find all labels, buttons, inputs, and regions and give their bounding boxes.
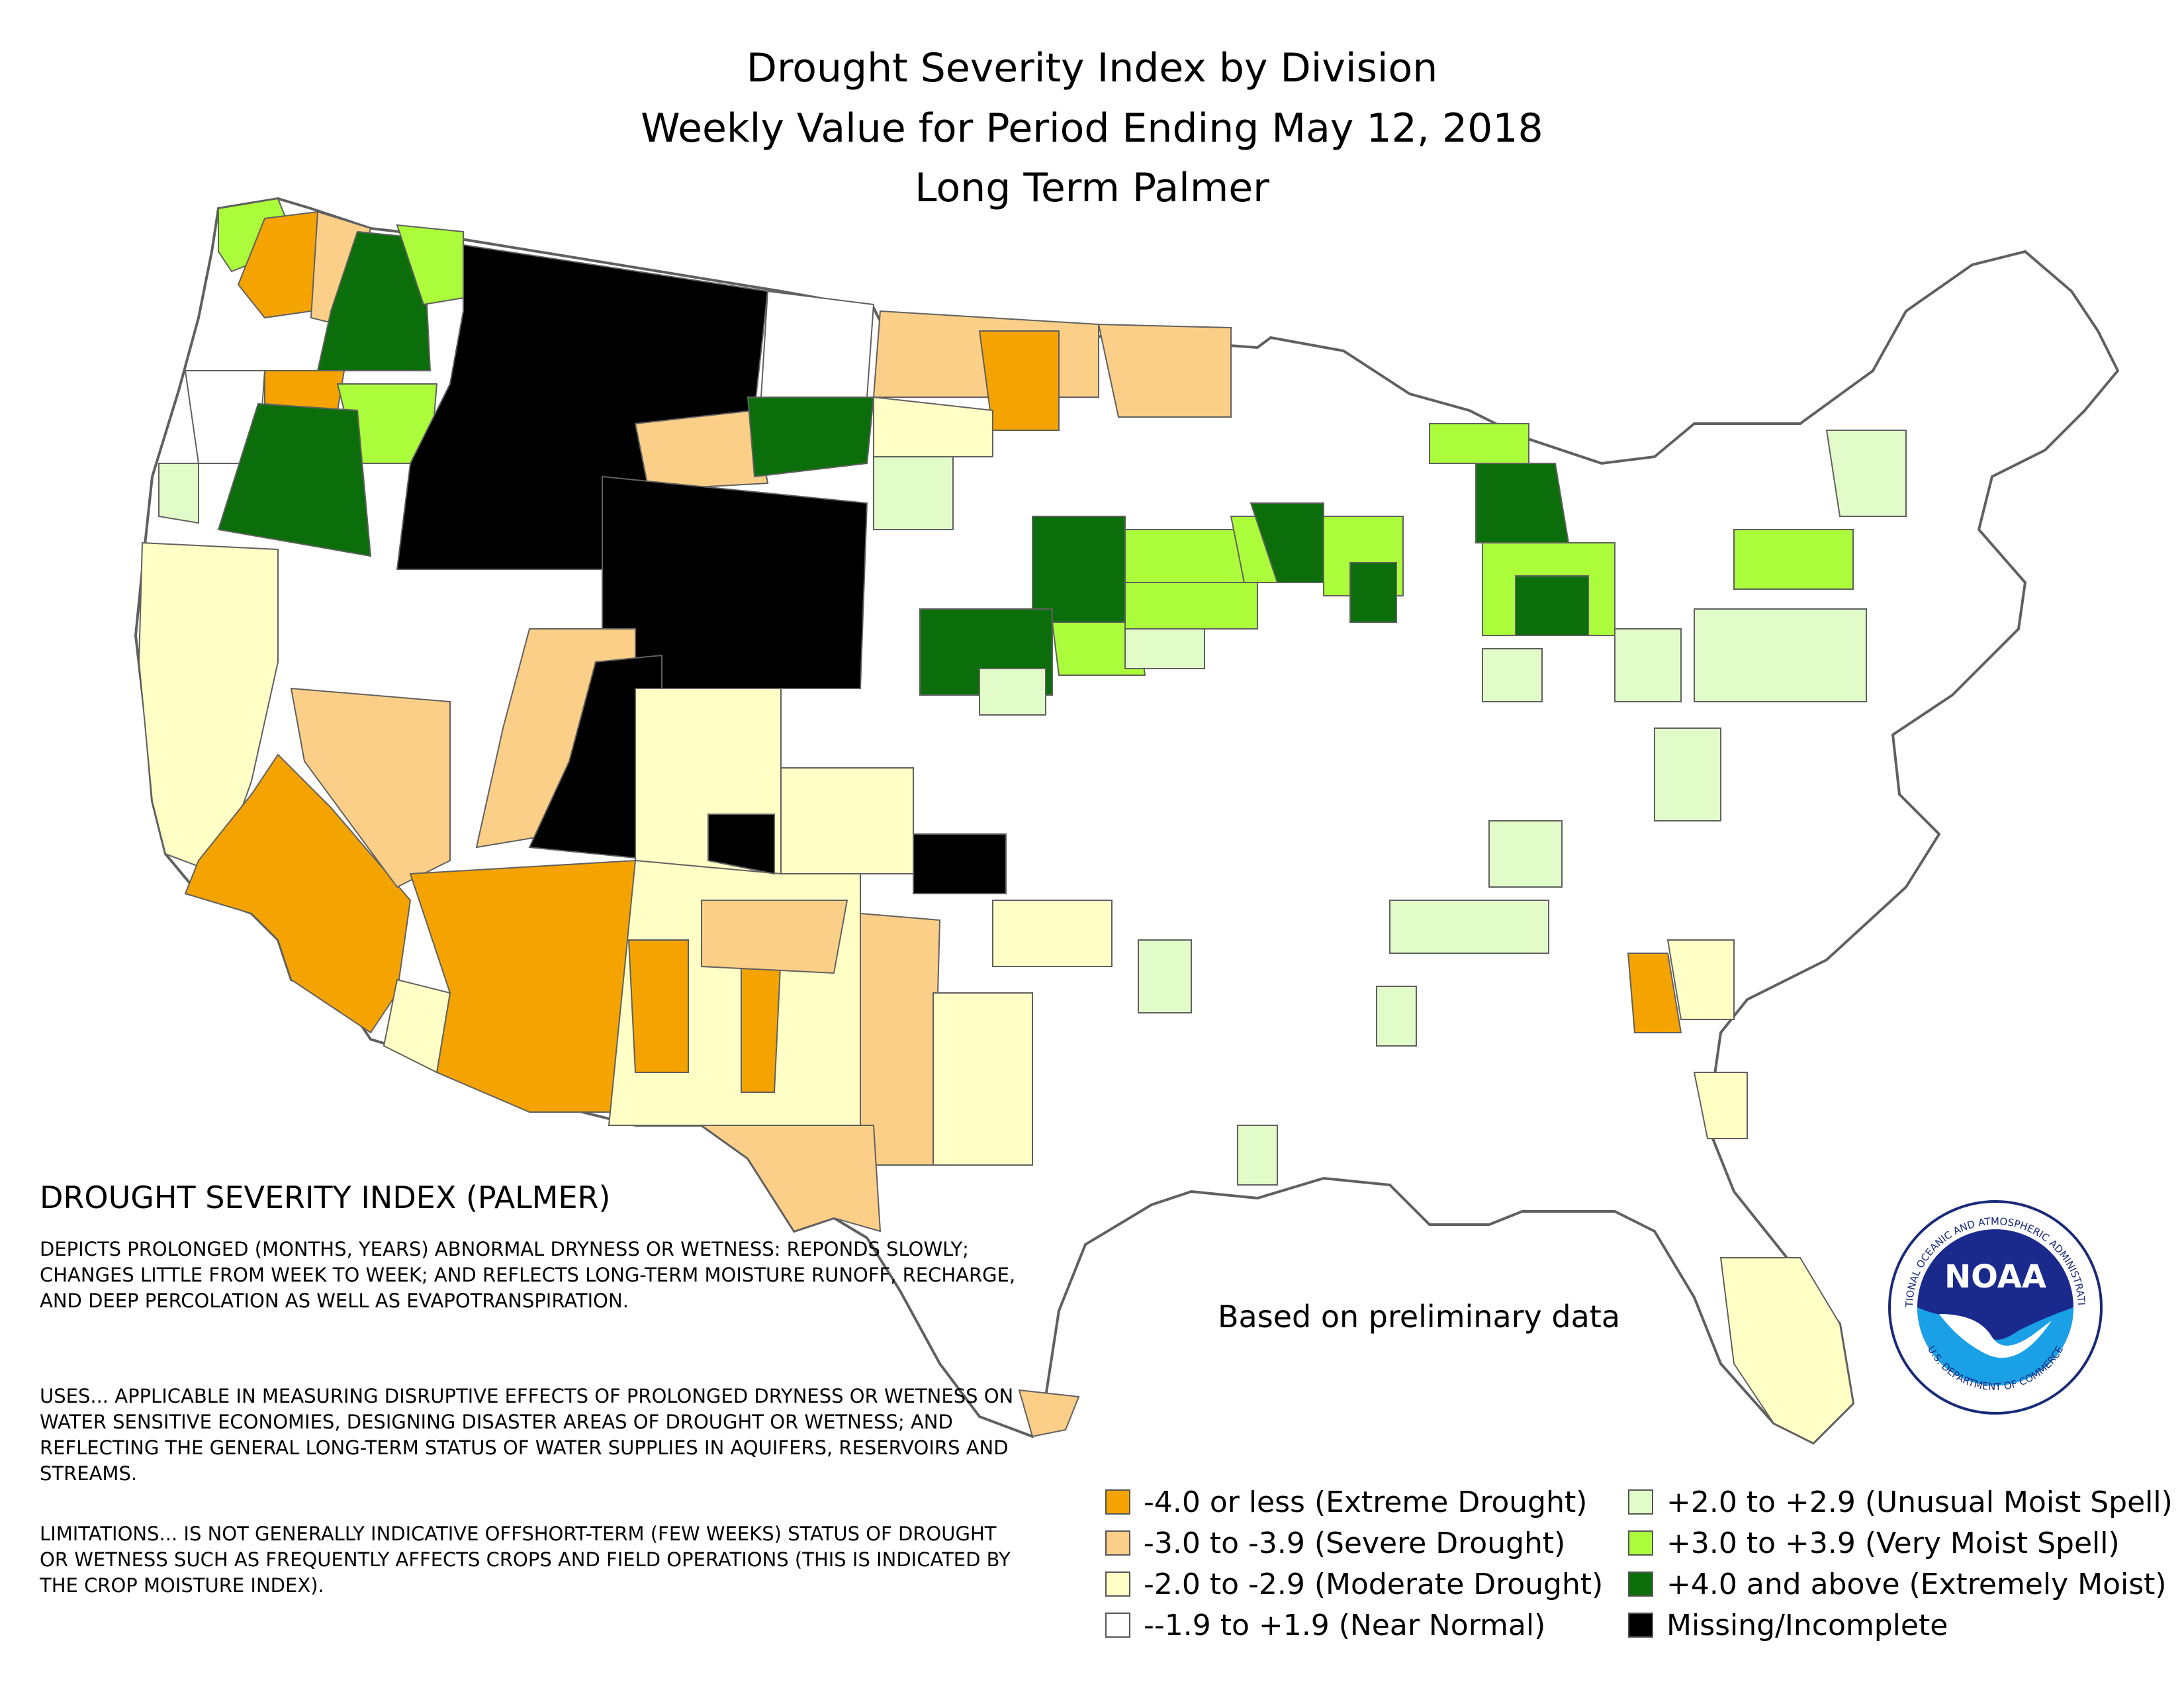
division-ks-missing — [913, 833, 1007, 894]
legend-item: +3.0 to +3.9 (Very Moist Spell) — [1628, 1523, 2173, 1564]
division-or-southcoast — [158, 463, 199, 524]
division-sc-piedmont — [1627, 953, 1682, 1033]
legend-label: +4.0 and above (Extremely Moist) — [1666, 1567, 2167, 1601]
legend-swatch — [1105, 1530, 1130, 1556]
division-mi-central — [1515, 575, 1589, 636]
division-tx-west — [699, 1125, 882, 1233]
legend-item: --1.9 to +1.9 (Near Normal) — [1105, 1605, 1603, 1646]
legend-swatch — [1105, 1489, 1130, 1515]
division-wi-east — [1349, 562, 1397, 623]
division-sc-midlands — [1666, 939, 1735, 1020]
division-ny-central — [1733, 529, 1854, 590]
division-ca-south — [184, 753, 412, 1034]
legend-swatch — [1105, 1571, 1130, 1597]
legend-swatch — [1628, 1613, 1653, 1638]
legend-item: Missing/Incomplete — [1628, 1605, 2173, 1646]
legend-swatch — [1628, 1489, 1653, 1515]
map-title-line-1: Drought Severity Index by Division — [746, 45, 1438, 91]
map-title-line-2: Weekly Value for Period Ending May 12, 2… — [641, 105, 1543, 152]
legend-label: +3.0 to +3.9 (Very Moist Spell) — [1666, 1526, 2120, 1560]
legend-swatch — [1628, 1530, 1653, 1556]
division-nd-southwest — [978, 330, 1060, 431]
division-ga-coast — [1693, 1072, 1748, 1139]
division-ok-panhandle — [992, 900, 1113, 967]
division-sd-north — [873, 396, 993, 457]
map-title-line-3: Long Term Palmer — [915, 165, 1269, 211]
division-oh-north — [1614, 628, 1682, 702]
legend-item: -2.0 to -2.9 (Moderate Drought) — [1105, 1564, 1603, 1605]
division-az-southwest — [383, 978, 451, 1074]
division-ky-central — [1488, 820, 1563, 888]
division-ms-north — [1376, 986, 1417, 1047]
division-mt-southcentral — [634, 409, 769, 491]
division-mn-south — [1124, 529, 1245, 583]
noaa-logo-center-text: NOAA — [1944, 1258, 2046, 1295]
division-ar-west — [1138, 939, 1192, 1013]
index-uses-paragraph: USES... APPLICABLE IN MEASURING DISRUPTI… — [40, 1385, 1014, 1485]
division-tn — [1389, 900, 1549, 954]
division-sd-west — [873, 456, 954, 530]
legend-label: +2.0 to +2.9 (Unusual Moist Spell) — [1666, 1485, 2173, 1519]
division-wv — [1654, 727, 1721, 821]
division-sd-east — [1032, 516, 1126, 623]
division-mi-lower-north — [1475, 463, 1570, 543]
division-ut-missing — [528, 654, 662, 862]
division-ia-north — [1124, 582, 1258, 630]
preliminary-data-note: Based on preliminary data — [1218, 1299, 1621, 1335]
division-ks-north — [979, 668, 1046, 716]
index-limitations-paragraph: LIMITATIONS... IS NOT GENERALLY INDICATI… — [40, 1523, 1011, 1597]
division-co-east — [780, 767, 914, 874]
division-il-south — [1482, 648, 1543, 702]
legend-item: +4.0 and above (Extremely Moist) — [1628, 1564, 2173, 1605]
legend-label: Missing/Incomplete — [1666, 1608, 1948, 1642]
legend-item: -3.0 to -3.9 (Severe Drought) — [1105, 1523, 1603, 1564]
noaa-logo: NOAA NATIONAL OCEANIC AND ATMOSPHERIC AD… — [1886, 1198, 2103, 1415]
legend-item: +2.0 to +2.9 (Unusual Moist Spell) — [1628, 1481, 2173, 1523]
legend-item: -4.0 or less (Extreme Drought) — [1105, 1481, 1603, 1523]
division-tx-coast-south — [1018, 1389, 1080, 1438]
division-pa — [1694, 608, 1867, 702]
legend-label: -3.0 to -3.9 (Severe Drought) — [1144, 1526, 1566, 1560]
division-wy-missing — [602, 475, 868, 689]
division-ny-north — [1825, 430, 1907, 517]
division-nd-east — [1097, 323, 1232, 418]
division-nm-central-west — [627, 939, 689, 1073]
legend-label: --1.9 to +1.9 (Near Normal) — [1144, 1608, 1546, 1642]
division-tx-northcentral — [933, 992, 1033, 1166]
legend-swatch — [1628, 1571, 1653, 1597]
division-id-mt-missing — [396, 244, 769, 570]
index-description-paragraph: DEPICTS PROLONGED (MONTHS, YEARS) ABNORM… — [40, 1238, 1016, 1312]
division-nm-central — [741, 953, 782, 1093]
legend-swatch — [1105, 1613, 1130, 1638]
division-mi-upper — [1429, 423, 1529, 464]
legend-label: -2.0 to -2.9 (Moderate Drought) — [1144, 1567, 1604, 1601]
division-nm-north — [701, 900, 848, 974]
division-la-north — [1237, 1125, 1278, 1186]
index-description-heading: DROUGHT SEVERITY INDEX (PALMER) — [40, 1180, 611, 1215]
legend-label: -4.0 or less (Extreme Drought) — [1144, 1485, 1588, 1519]
division-or-central — [217, 402, 372, 557]
legend-column-right: +2.0 to +2.9 (Unusual Moist Spell) +3.0 … — [1628, 1481, 2173, 1646]
division-mt-southeast — [747, 397, 875, 478]
division-mt-northeast — [760, 290, 875, 398]
division-ne-east — [1051, 622, 1146, 676]
division-fl-peninsula — [1719, 1257, 1854, 1444]
division-co-central-missing — [707, 814, 775, 875]
division-ia-central — [1124, 628, 1205, 669]
legend-column-left: -4.0 or less (Extreme Drought) -3.0 to -… — [1105, 1481, 1603, 1646]
